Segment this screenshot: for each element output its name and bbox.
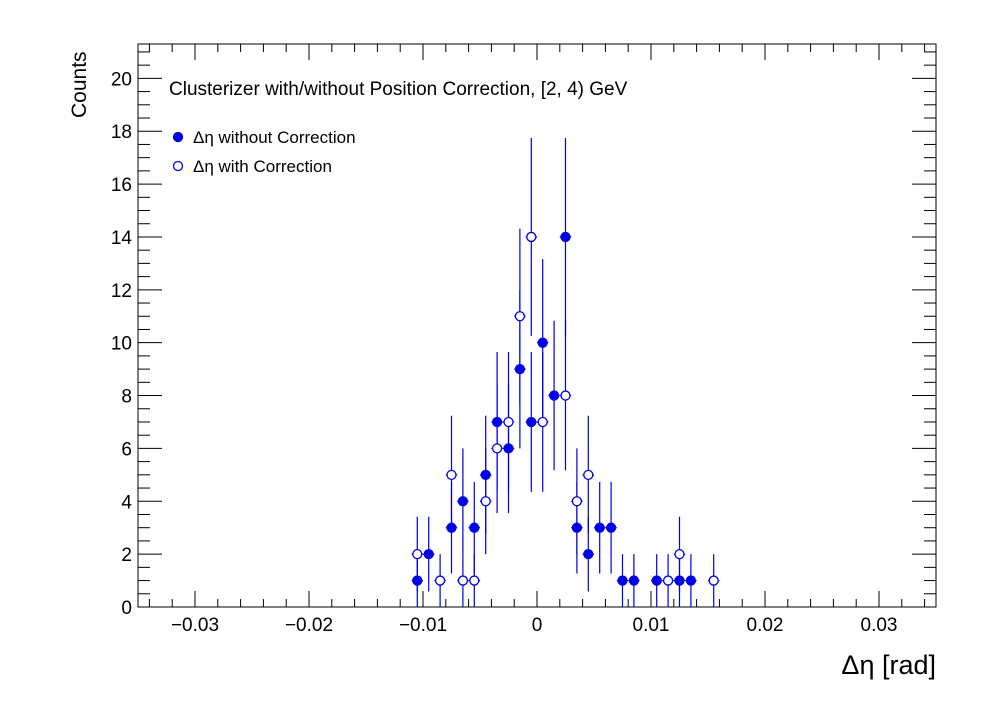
data-point <box>560 231 571 243</box>
x-tick-label: 0.01 <box>633 615 670 636</box>
data-point <box>571 496 583 507</box>
data-point <box>469 575 480 586</box>
legend: Δη without Correction Δη with Correction <box>172 128 356 176</box>
data-point <box>537 337 548 348</box>
series-without-correction <box>411 138 697 607</box>
y-axis-tick-labels: 0 2 4 6 8 10 12 14 16 18 20 <box>111 69 133 619</box>
data-point <box>583 469 594 480</box>
data-point <box>514 311 526 322</box>
data-point <box>457 575 469 586</box>
legend-label-with-correction: Δη with Correction <box>193 157 332 176</box>
data-point <box>457 496 469 507</box>
y-tick-label: 12 <box>111 281 132 302</box>
x-tick-label: 0 <box>532 615 543 636</box>
legend-label-without-correction: Δη without Correction <box>193 128 356 147</box>
data-point <box>594 522 605 533</box>
chart-title: Clusterizer with/without Position Correc… <box>169 79 628 100</box>
data-point <box>446 469 457 480</box>
data-point <box>628 575 640 586</box>
data-point <box>412 548 423 560</box>
x-axis-tick-labels: −0.03 −0.02 −0.01 0 0.01 0.02 0.03 <box>171 615 898 636</box>
y-tick-label: 14 <box>111 228 133 249</box>
data-point <box>434 575 446 586</box>
y-tick-label: 2 <box>121 545 132 566</box>
x-tick-label: −0.02 <box>285 615 333 636</box>
x-tick-label: −0.03 <box>171 615 219 636</box>
data-point <box>605 522 617 533</box>
data-point <box>708 575 719 586</box>
y-tick-label: 20 <box>111 69 132 90</box>
data-point <box>560 390 571 401</box>
data-point <box>583 548 594 560</box>
data-point <box>480 496 491 507</box>
data-point <box>526 231 537 243</box>
x-tick-label: 0.02 <box>747 615 784 636</box>
y-axis-ticks <box>138 51 936 608</box>
y-tick-label: 6 <box>121 439 132 460</box>
y-axis-title: Counts <box>68 51 91 118</box>
y-tick-label: 16 <box>111 175 132 196</box>
data-point <box>537 416 548 428</box>
data-point <box>685 575 697 586</box>
data-point <box>423 548 434 560</box>
y-tick-label: 8 <box>121 387 132 408</box>
legend-marker-without-correction <box>172 131 184 143</box>
x-axis-title: Δη [rad] <box>841 650 936 680</box>
series-with-correction <box>411 138 720 607</box>
data-point <box>526 416 537 428</box>
y-tick-label: 18 <box>111 122 132 143</box>
x-tick-label: 0.03 <box>861 615 898 636</box>
y-tick-label: 4 <box>121 492 132 513</box>
data-point <box>491 443 503 454</box>
y-tick-label: 0 <box>121 598 132 619</box>
x-tick-label: −0.01 <box>399 615 447 636</box>
data-series <box>411 138 720 607</box>
y-tick-label: 10 <box>111 334 132 355</box>
data-point <box>674 548 685 560</box>
data-point <box>651 575 662 586</box>
data-point <box>617 575 628 586</box>
data-point <box>662 575 674 586</box>
data-point <box>548 390 560 401</box>
data-point <box>503 416 514 428</box>
x-axis-ticks <box>148 44 926 607</box>
data-point <box>469 522 480 533</box>
legend-marker-with-correction <box>172 160 184 172</box>
